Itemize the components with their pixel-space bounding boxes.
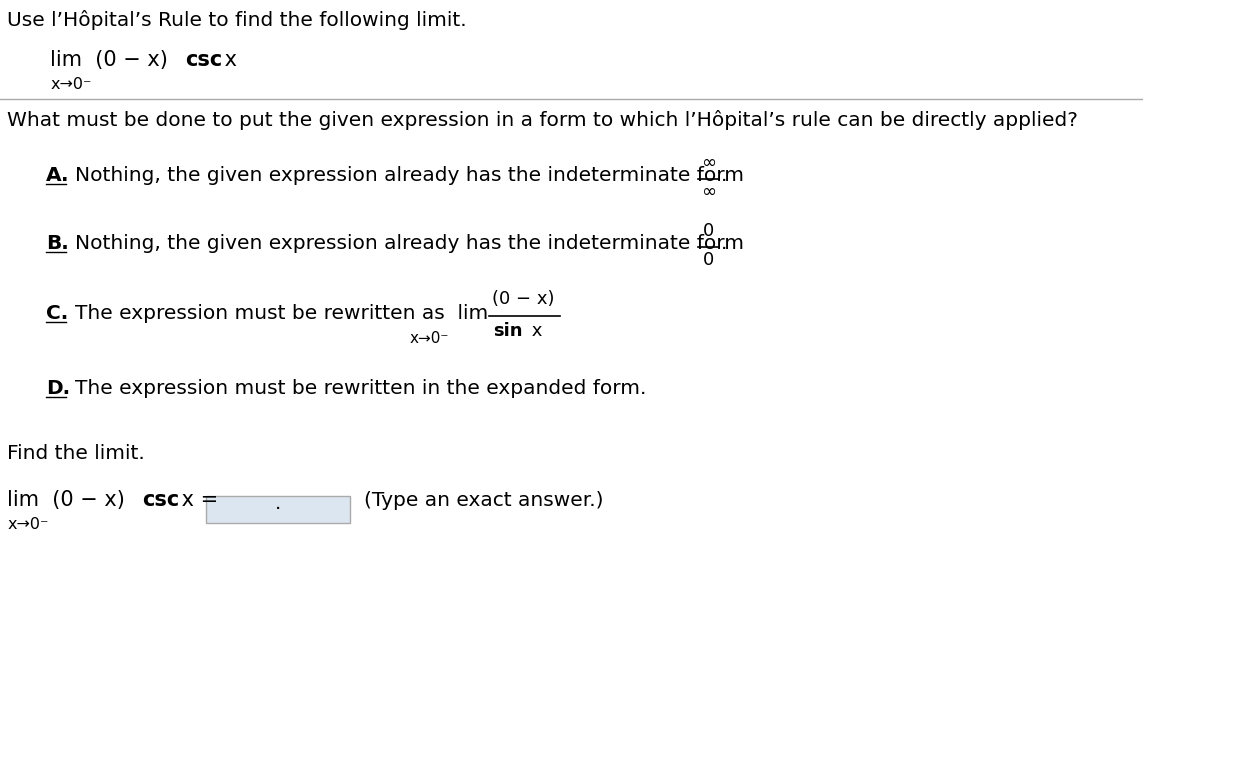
Text: x→0⁻: x→0⁻ — [8, 517, 49, 532]
Text: Nothing, the given expression already has the indeterminate form: Nothing, the given expression already ha… — [75, 234, 744, 253]
Text: A.: A. — [46, 166, 69, 185]
Text: What must be done to put the given expression in a form to which l’Hôpital’s rul: What must be done to put the given expre… — [8, 110, 1078, 130]
Text: Use l’Hôpital’s Rule to find the following limit.: Use l’Hôpital’s Rule to find the followi… — [8, 10, 467, 30]
Text: ∞: ∞ — [701, 154, 716, 172]
Text: x→0⁻: x→0⁻ — [409, 331, 449, 346]
Text: The expression must be rewritten in the expanded form.: The expression must be rewritten in the … — [75, 379, 647, 398]
Text: D.: D. — [46, 379, 70, 398]
Text: .: . — [275, 494, 281, 513]
Text: x =: x = — [175, 490, 219, 510]
FancyBboxPatch shape — [205, 496, 350, 523]
Text: x: x — [525, 322, 542, 340]
Text: .: . — [721, 166, 728, 185]
Text: .: . — [721, 234, 728, 253]
Text: lim  (0 − x): lim (0 − x) — [8, 490, 125, 510]
Text: (Type an exact answer.): (Type an exact answer.) — [364, 491, 603, 510]
Text: csc: csc — [143, 490, 180, 510]
Text: (0 − x): (0 − x) — [493, 290, 555, 308]
Text: ∞: ∞ — [701, 183, 716, 201]
Text: C.: C. — [46, 304, 68, 323]
Text: Nothing, the given expression already has the indeterminate form: Nothing, the given expression already ha… — [75, 166, 744, 185]
Text: x→0⁻: x→0⁻ — [50, 77, 91, 92]
Text: csc: csc — [185, 50, 223, 70]
Text: 0: 0 — [703, 251, 714, 269]
Text: 0: 0 — [703, 222, 714, 240]
Text: Find the limit.: Find the limit. — [8, 444, 145, 463]
Text: lim  (0 − x): lim (0 − x) — [50, 50, 168, 70]
Text: sin: sin — [493, 322, 522, 340]
Text: The expression must be rewritten as  lim: The expression must be rewritten as lim — [75, 304, 488, 323]
Text: x: x — [219, 50, 238, 70]
Text: B.: B. — [46, 234, 69, 253]
